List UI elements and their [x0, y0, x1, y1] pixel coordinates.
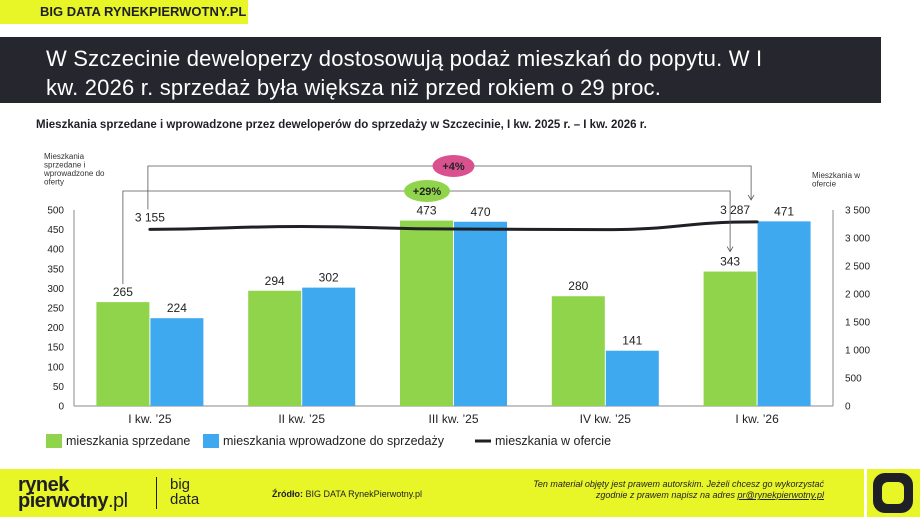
bar-introduced — [150, 318, 204, 406]
big-data-line-1: big — [170, 476, 191, 493]
bar-value-label: 294 — [265, 274, 285, 288]
source-label: Źródło: — [272, 489, 303, 499]
copyright-line-1: Ten materiał objęty jest prawem autorski… — [533, 479, 824, 489]
left-axis-label-line: oferty — [44, 178, 64, 187]
bar-value-label: 224 — [167, 301, 187, 315]
right-tick-label: 0 — [845, 402, 851, 413]
category-label: I kw. ’26 — [735, 412, 779, 426]
bar-introduced — [605, 350, 659, 406]
right-axis-label-line: ofercie — [812, 180, 837, 189]
bar-sold — [96, 302, 150, 406]
growth-badge-offer — [432, 155, 475, 177]
bar-value-label: 141 — [622, 334, 642, 348]
right-tick-label: 1 500 — [845, 318, 870, 329]
footer: rynek pierwotny.pl big data Źródło: BIG … — [0, 469, 864, 517]
category-label: IV kw. ’25 — [580, 412, 632, 426]
bar-value-label: 470 — [470, 205, 490, 219]
category-label: II kw. ’25 — [278, 412, 325, 426]
bar-value-label: 343 — [720, 255, 740, 269]
bar-introduced — [302, 287, 356, 406]
bar-introduced — [454, 221, 507, 406]
logo-line-1: rynek — [18, 474, 69, 496]
category-label: III kw. ’25 — [428, 412, 478, 426]
growth-badge-sold-label: +29% — [413, 186, 442, 198]
left-tick-label: 100 — [47, 362, 64, 373]
right-tick-label: 2 500 — [845, 262, 870, 273]
right-tick-label: 3 500 — [845, 206, 870, 217]
left-tick-label: 150 — [47, 343, 64, 354]
big-data-line-2: data — [170, 491, 200, 508]
logo-divider — [156, 477, 157, 509]
legend-label: mieszkania sprzedane — [66, 434, 190, 448]
headline: W Szczecinie deweloperzy dostosowują pod… — [0, 37, 881, 103]
legend-label: mieszkania wprowadzone do sprzedaży — [223, 434, 445, 448]
left-tick-label: 250 — [47, 304, 64, 315]
copyright-line-2: zgodnie z prawem napisz na adres pr@ryne… — [484, 490, 824, 501]
logo-word: pierwotny — [18, 490, 108, 512]
offer-line — [148, 220, 759, 232]
left-tick-label: 50 — [53, 382, 65, 393]
left-tick-label: 450 — [47, 225, 64, 236]
growth-badge-sold — [404, 180, 450, 202]
bar-value-label: 473 — [416, 204, 436, 218]
copyright-note: Ten materiał objęty jest prawem autorski… — [484, 479, 824, 501]
right-tick-label: 1 000 — [845, 346, 870, 357]
left-axis-label-line: sprzedane i — [44, 161, 86, 170]
line-value-label: 3 287 — [720, 203, 750, 217]
contact-email-link[interactable]: pr@rynekpierwotny.pl — [737, 490, 824, 500]
left-tick-label: 0 — [58, 402, 64, 413]
left-axis-label-line: wprowadzone do — [43, 169, 105, 178]
source-note: Źródło: BIG DATA RynekPierwotny.pl — [272, 489, 422, 499]
bar-sold — [400, 220, 453, 406]
growth-badge-offer-label: +4% — [442, 161, 465, 173]
right-tick-label: 3 000 — [845, 234, 870, 245]
bar-value-label: 280 — [568, 279, 588, 293]
source-text: BIG DATA RynekPierwotny.pl — [303, 489, 423, 499]
bar-value-label: 302 — [319, 271, 339, 285]
left-tick-label: 350 — [47, 264, 64, 275]
logo-line-2: pierwotny.pl — [18, 490, 128, 512]
left-tick-label: 300 — [47, 284, 64, 295]
bar-sold — [703, 271, 757, 406]
category-label: I kw. ’25 — [128, 412, 172, 426]
legend-label: mieszkania w ofercie — [495, 434, 611, 448]
logo-tld: .pl — [107, 490, 128, 512]
left-tick-label: 400 — [47, 245, 64, 256]
chart-title: Mieszkania sprzedane i wprowadzone przez… — [36, 119, 647, 131]
rynekpierwotny-logo: rynek pierwotny.pl — [18, 474, 128, 512]
connector-arrow-icon — [726, 246, 734, 253]
bar-value-label: 265 — [113, 285, 133, 299]
connector-arrow-icon — [747, 194, 755, 201]
big-data-logo: big data — [170, 477, 199, 507]
left-tick-label: 500 — [47, 206, 64, 217]
copyright-text: zgodnie z prawem napisz na adres — [595, 490, 738, 500]
left-axis-label-line: Mieszkania — [44, 152, 85, 161]
line-value-label: 3 155 — [135, 210, 165, 224]
right-axis-label-line: Mieszkania w — [812, 171, 860, 180]
bar-value-label: 471 — [774, 204, 794, 218]
right-tick-label: 500 — [845, 374, 862, 385]
legend-swatch — [46, 434, 62, 448]
brand-square-icon — [867, 469, 920, 517]
brand-tag: BIG DATA RYNEKPIERWOTNY.PL — [0, 0, 248, 24]
headline-line-2: kw. 2026 r. sprzedaż była większa niż pr… — [46, 75, 662, 100]
bar-introduced — [757, 221, 811, 406]
right-tick-label: 2 000 — [845, 290, 870, 301]
headline-line-1: W Szczecinie deweloperzy dostosowują pod… — [46, 46, 763, 71]
bar-sold — [248, 290, 302, 406]
legend-swatch — [203, 434, 219, 448]
bar-sold — [551, 296, 605, 406]
left-tick-label: 200 — [47, 323, 64, 334]
